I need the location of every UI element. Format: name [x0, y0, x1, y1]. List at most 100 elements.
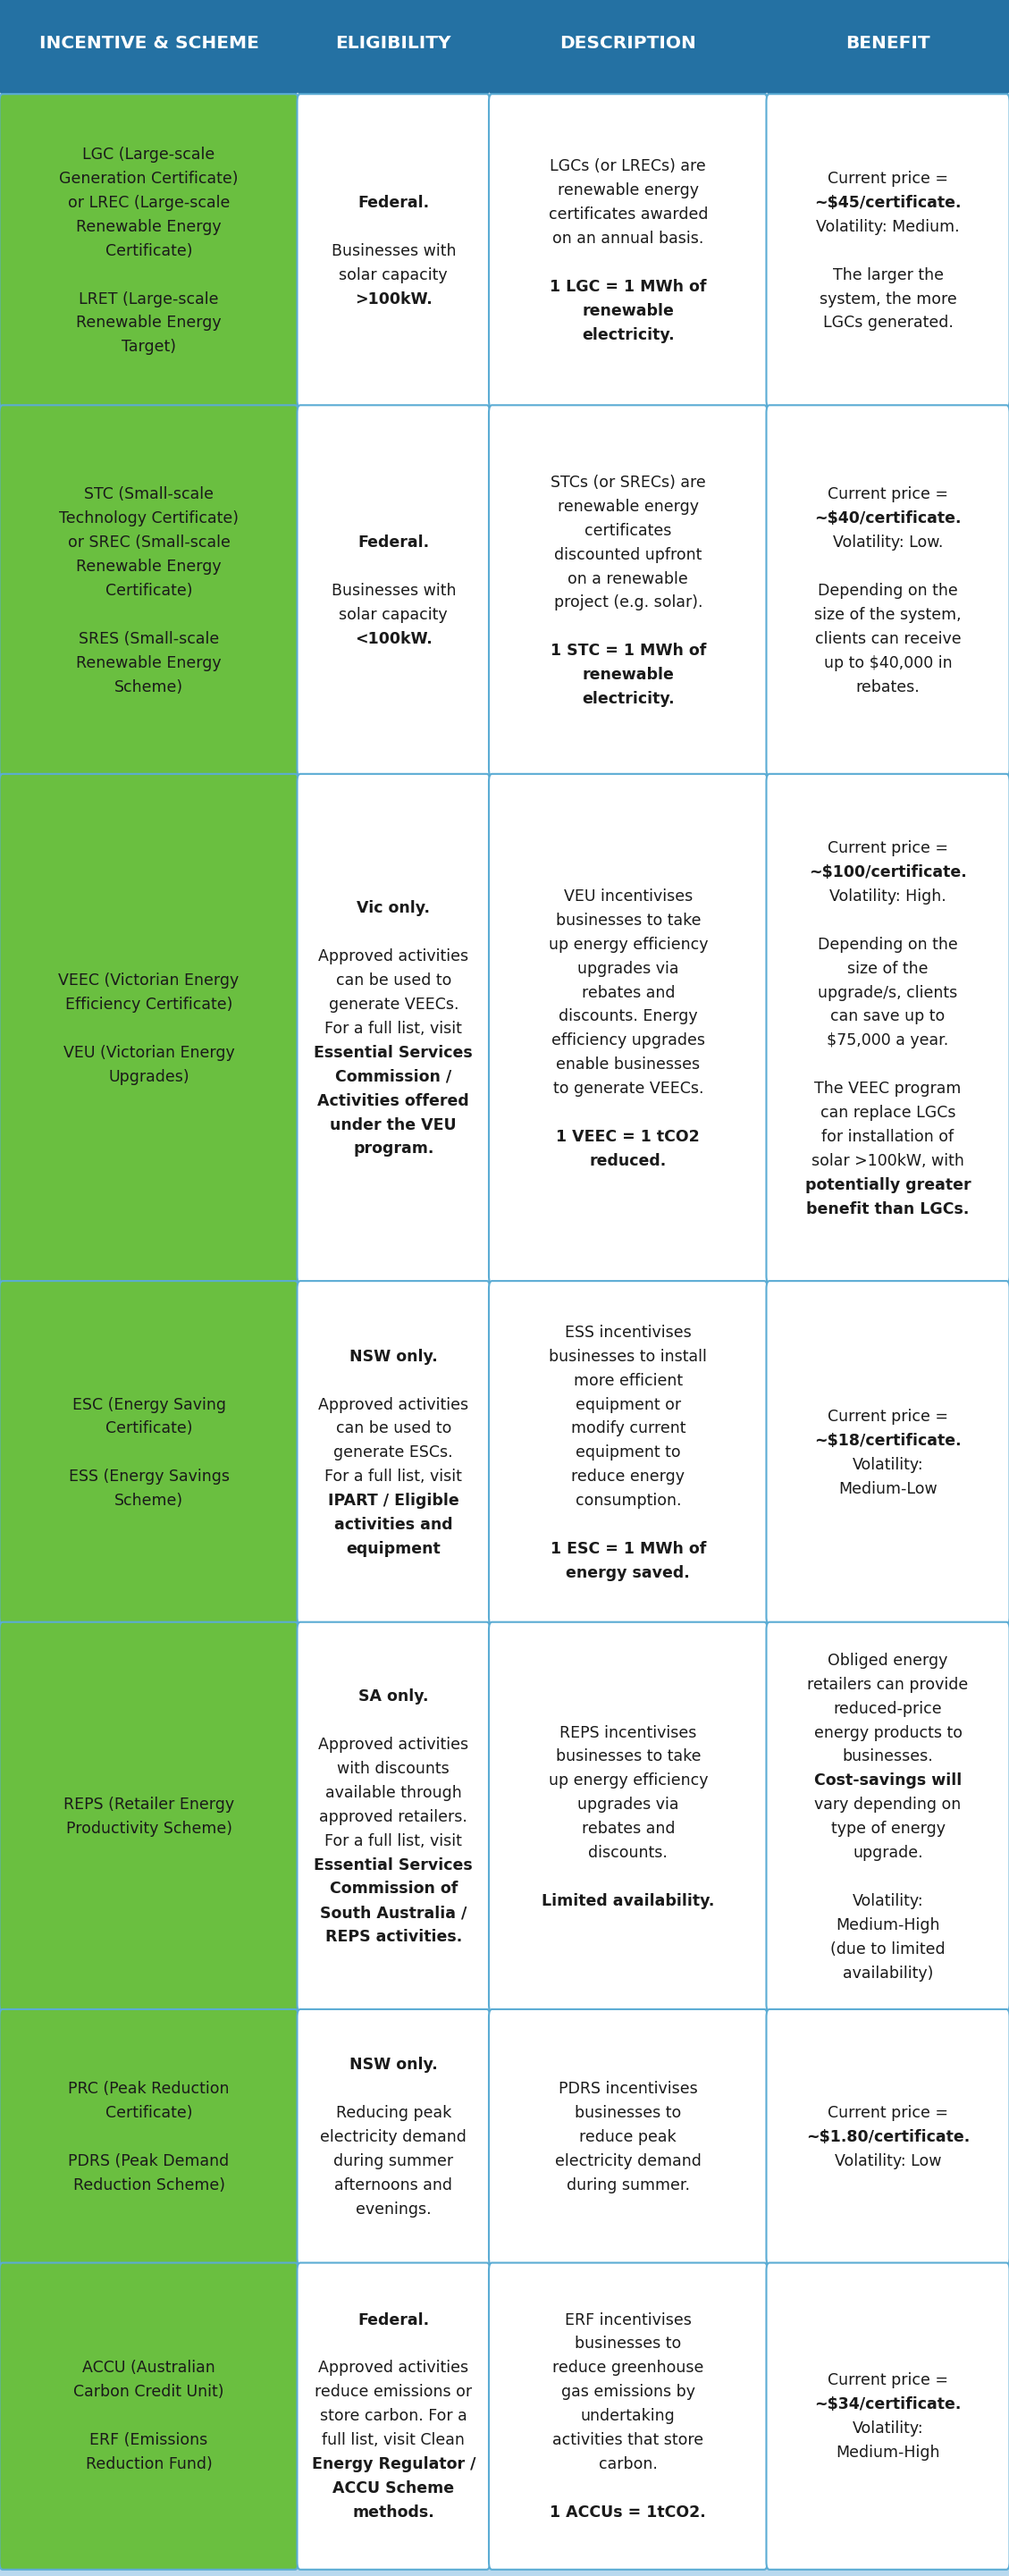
FancyBboxPatch shape [767, 773, 1009, 1283]
Text: up to $40,000 in: up to $40,000 in [823, 654, 952, 670]
FancyBboxPatch shape [767, 1280, 1009, 1625]
Text: ERF incentivises: ERF incentivises [565, 2311, 691, 2329]
Text: Federal.: Federal. [358, 2311, 429, 2329]
Text: type of energy: type of energy [830, 1821, 945, 1837]
Text: renewable energy: renewable energy [558, 500, 698, 515]
Text: PRC (Peak Reduction: PRC (Peak Reduction [69, 2081, 229, 2097]
Text: ~$34/certificate.: ~$34/certificate. [814, 2396, 962, 2411]
Text: IPART / Eligible: IPART / Eligible [328, 1494, 459, 1510]
Text: Depending on the: Depending on the [818, 938, 958, 953]
Text: energy products to: energy products to [813, 1726, 963, 1741]
Text: businesses to: businesses to [575, 2105, 681, 2120]
FancyBboxPatch shape [297, 0, 491, 95]
Text: NSW only.: NSW only. [349, 1347, 438, 1365]
FancyBboxPatch shape [766, 0, 1009, 95]
Text: Commission of: Commission of [330, 1880, 457, 1896]
Text: certificates awarded: certificates awarded [548, 206, 708, 224]
Text: Productivity Scheme): Productivity Scheme) [66, 1821, 232, 1837]
Text: can save up to: can save up to [830, 1010, 945, 1025]
Text: Essential Services: Essential Services [314, 1857, 473, 1873]
Text: can be used to: can be used to [336, 974, 451, 989]
FancyBboxPatch shape [488, 95, 767, 407]
FancyBboxPatch shape [767, 2262, 1009, 2571]
FancyBboxPatch shape [297, 1280, 490, 1625]
Text: consumption.: consumption. [575, 1494, 681, 1510]
FancyBboxPatch shape [767, 404, 1009, 775]
Text: for installation of: for installation of [821, 1128, 955, 1144]
Text: ~$45/certificate.: ~$45/certificate. [814, 196, 962, 211]
Text: program.: program. [353, 1141, 434, 1157]
Text: on a renewable: on a renewable [568, 572, 688, 587]
Text: Volatility: Medium.: Volatility: Medium. [816, 219, 960, 234]
Text: electricity.: electricity. [582, 327, 674, 343]
FancyBboxPatch shape [488, 773, 767, 1283]
Text: STCs (or SRECs) are: STCs (or SRECs) are [551, 474, 705, 489]
Text: reduce energy: reduce energy [571, 1468, 685, 1484]
FancyBboxPatch shape [767, 95, 1009, 407]
Text: Current price =: Current price = [827, 2372, 948, 2388]
Text: businesses to: businesses to [575, 2336, 681, 2352]
Text: upgrade/s, clients: upgrade/s, clients [818, 984, 958, 999]
Text: LGCs (or LRECs) are: LGCs (or LRECs) are [550, 160, 706, 175]
Text: ~$18/certificate.: ~$18/certificate. [814, 1432, 962, 1448]
FancyBboxPatch shape [0, 1623, 299, 2012]
Text: Medium-High: Medium-High [835, 2445, 940, 2460]
Text: Depending on the: Depending on the [818, 582, 958, 598]
Text: upgrades via: upgrades via [577, 961, 679, 976]
Text: availability): availability) [843, 1965, 933, 1981]
Text: generate VEECs.: generate VEECs. [329, 997, 458, 1012]
Text: ~$40/certificate.: ~$40/certificate. [814, 510, 962, 526]
Text: Target): Target) [121, 340, 177, 355]
Text: Medium-Low: Medium-Low [838, 1481, 937, 1497]
Text: Activities offered: Activities offered [318, 1092, 469, 1108]
Text: Limited availability.: Limited availability. [542, 1893, 714, 1909]
Text: NSW only.: NSW only. [349, 2058, 438, 2074]
Text: rebates and: rebates and [581, 1821, 675, 1837]
Text: (due to limited: (due to limited [830, 1942, 945, 1958]
Text: up energy efficiency: up energy efficiency [548, 938, 708, 953]
FancyBboxPatch shape [767, 2009, 1009, 2264]
Text: Energy Regulator /: Energy Regulator / [312, 2458, 475, 2473]
Text: Renewable Energy: Renewable Energy [76, 559, 222, 574]
Text: electricity.: electricity. [582, 690, 674, 706]
Text: afternoons and: afternoons and [335, 2177, 452, 2192]
Text: VEU incentivises: VEU incentivises [564, 889, 692, 904]
Text: potentially greater: potentially greater [805, 1177, 971, 1193]
Text: For a full list, visit: For a full list, visit [325, 1020, 462, 1036]
FancyBboxPatch shape [0, 404, 299, 775]
Text: LRET (Large-scale: LRET (Large-scale [79, 291, 219, 307]
Text: under the VEU: under the VEU [330, 1118, 457, 1133]
FancyBboxPatch shape [297, 1623, 490, 2012]
Text: VEEC (Victorian Energy: VEEC (Victorian Energy [59, 974, 239, 989]
Text: For a full list, visit: For a full list, visit [325, 1834, 462, 1850]
Text: Scheme): Scheme) [114, 680, 184, 696]
Text: discounts.: discounts. [588, 1844, 668, 1860]
Text: upgrades via: upgrades via [577, 1798, 679, 1814]
Text: REPS activities.: REPS activities. [325, 1929, 462, 1945]
Text: enable businesses: enable businesses [556, 1056, 700, 1072]
Text: or SREC (Small-scale: or SREC (Small-scale [68, 536, 230, 551]
Text: efficiency upgrades: efficiency upgrades [551, 1033, 705, 1048]
Text: Reduction Scheme): Reduction Scheme) [73, 2177, 225, 2192]
Text: Renewable Energy: Renewable Energy [76, 654, 222, 670]
FancyBboxPatch shape [488, 2262, 767, 2571]
Text: Vic only.: Vic only. [357, 902, 430, 917]
FancyBboxPatch shape [297, 404, 490, 775]
Text: reduced-price: reduced-price [833, 1700, 942, 1716]
Text: LGC (Large-scale: LGC (Large-scale [83, 147, 215, 162]
Text: rebates.: rebates. [856, 680, 920, 696]
Text: Approved activities: Approved activities [319, 948, 468, 963]
Text: Carbon Credit Unit): Carbon Credit Unit) [74, 2383, 224, 2401]
Text: Renewable Energy: Renewable Energy [76, 219, 222, 234]
Text: equipment or: equipment or [575, 1396, 681, 1412]
Text: ERF (Emissions: ERF (Emissions [90, 2432, 208, 2447]
Text: on an annual basis.: on an annual basis. [552, 232, 704, 247]
Text: Generation Certificate): Generation Certificate) [60, 170, 238, 188]
Text: Cost-savings will: Cost-savings will [814, 1772, 962, 1788]
Text: activities that store: activities that store [553, 2432, 703, 2447]
Text: Approved activities: Approved activities [319, 2360, 468, 2375]
Text: renewable energy: renewable energy [558, 183, 698, 198]
FancyBboxPatch shape [488, 1280, 767, 1625]
Text: gas emissions by: gas emissions by [561, 2383, 695, 2401]
FancyBboxPatch shape [488, 2009, 767, 2264]
